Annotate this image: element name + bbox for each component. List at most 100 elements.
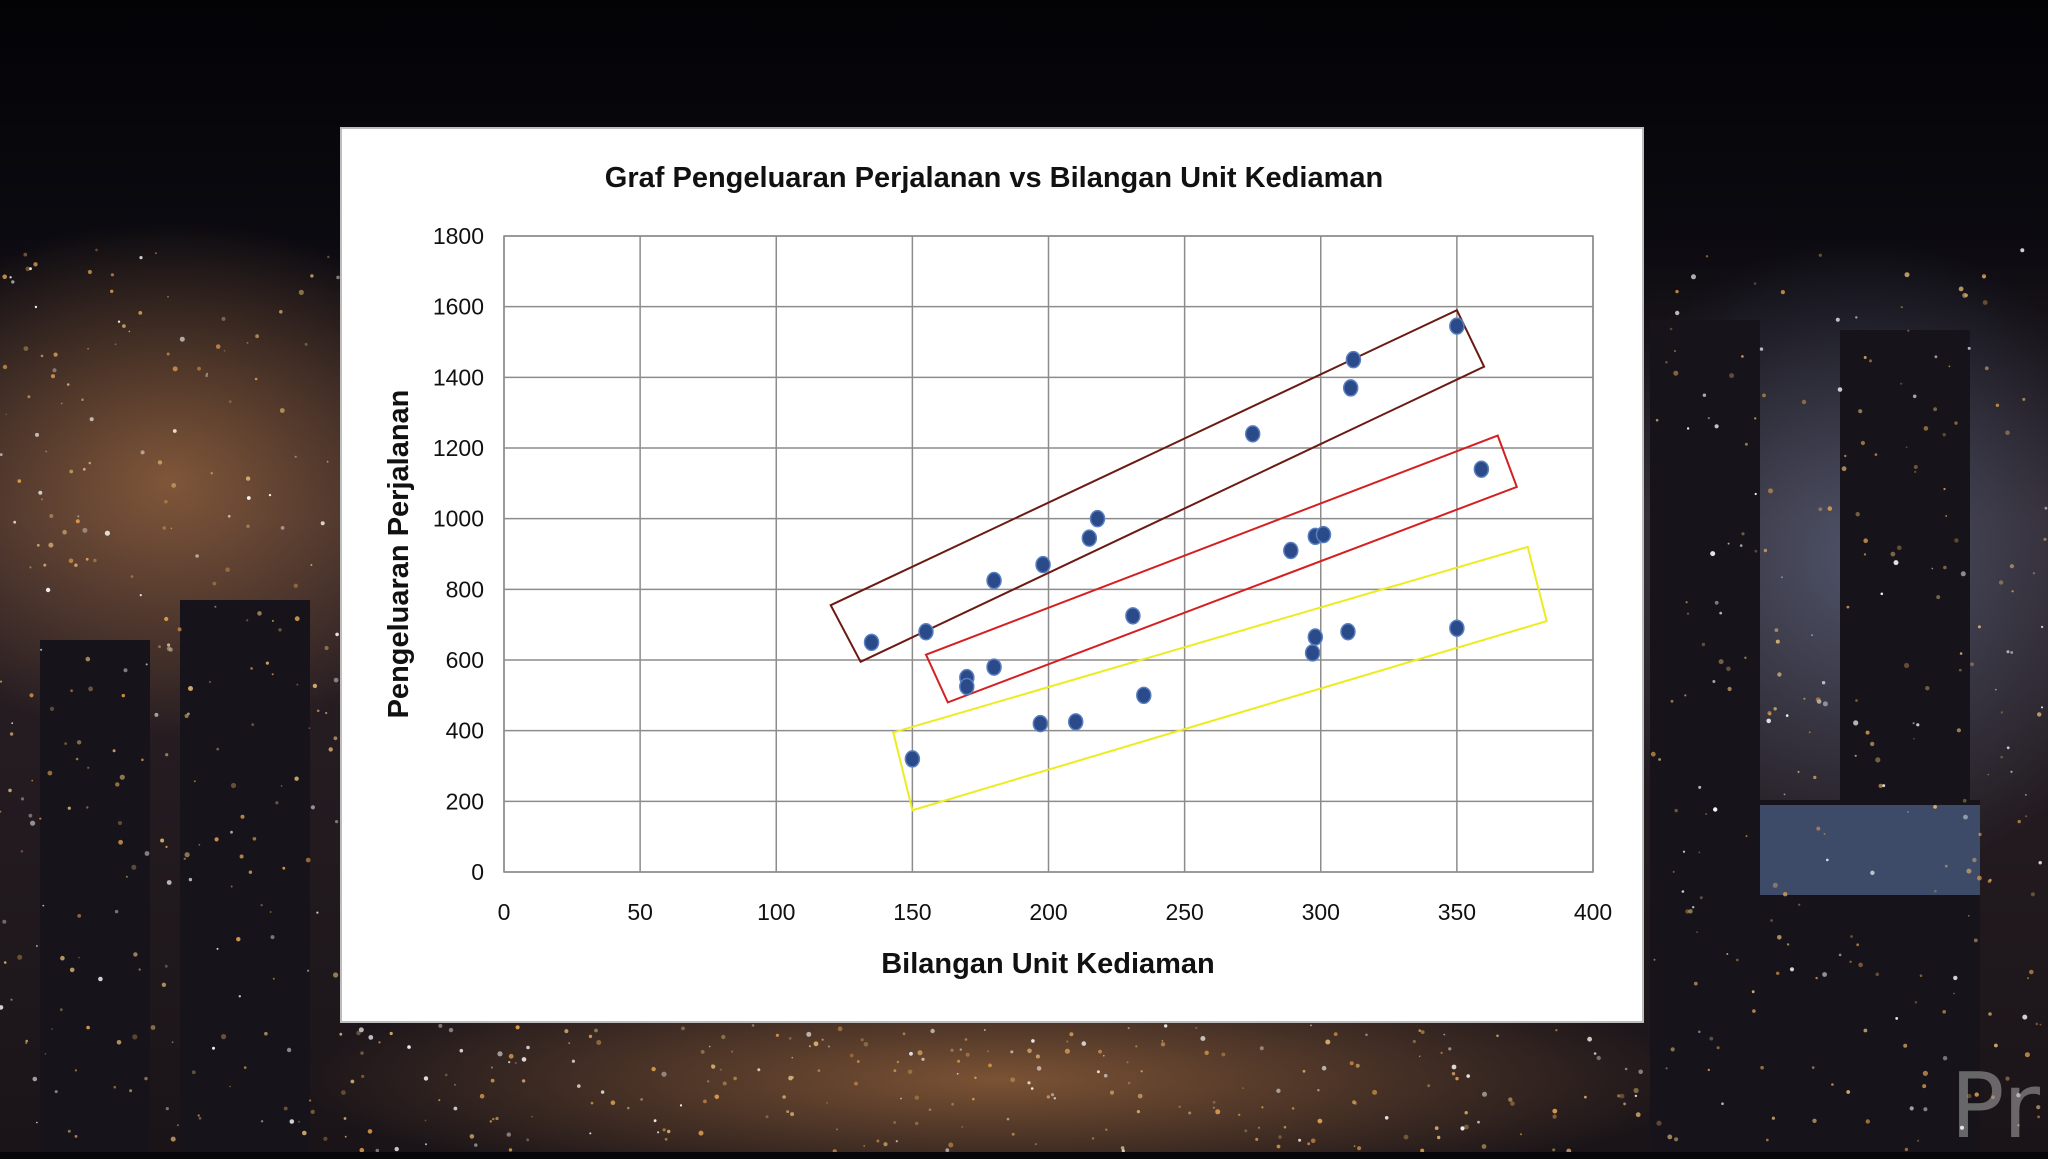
data-point bbox=[1244, 425, 1261, 443]
city-light bbox=[41, 498, 43, 501]
city-light bbox=[1705, 255, 1709, 258]
city-light bbox=[2040, 625, 2044, 629]
city-light bbox=[1768, 488, 1773, 494]
city-light bbox=[1127, 1027, 1130, 1030]
city-light bbox=[289, 1119, 295, 1124]
city-light bbox=[972, 1097, 975, 1101]
city-light bbox=[2016, 1093, 2021, 1098]
city-light bbox=[1006, 1117, 1010, 1121]
city-light bbox=[590, 1101, 594, 1105]
city-light bbox=[1721, 1102, 1724, 1105]
city-light bbox=[1960, 571, 1966, 577]
city-light bbox=[1352, 1100, 1356, 1105]
city-light bbox=[312, 683, 318, 689]
city-light bbox=[81, 398, 84, 402]
city-light bbox=[74, 563, 78, 567]
city-light bbox=[1103, 1073, 1108, 1078]
city-light bbox=[27, 395, 31, 399]
city-light bbox=[223, 349, 226, 352]
city-light bbox=[425, 1143, 427, 1146]
city-light bbox=[964, 1038, 968, 1041]
city-light bbox=[1763, 548, 1768, 553]
city-light bbox=[1713, 807, 1718, 812]
city-light bbox=[1821, 681, 1826, 685]
city-light bbox=[188, 686, 193, 691]
y-axis-title: Pengeluaran Perjalanan bbox=[383, 390, 415, 719]
city-light bbox=[1244, 1129, 1248, 1133]
city-light bbox=[294, 776, 299, 781]
city-light bbox=[188, 877, 193, 882]
city-light bbox=[75, 519, 80, 524]
city-light bbox=[1797, 770, 1800, 773]
city-light bbox=[1917, 1139, 1920, 1142]
city-light bbox=[1066, 1040, 1069, 1043]
plot-area bbox=[503, 235, 1594, 873]
city-light bbox=[279, 310, 283, 314]
city-light bbox=[2027, 977, 2029, 979]
city-light bbox=[1221, 1052, 1226, 1057]
city-light bbox=[1789, 967, 1795, 972]
city-light bbox=[88, 461, 92, 465]
city-light bbox=[1510, 1101, 1515, 1106]
city-light bbox=[1953, 975, 1958, 981]
city-light bbox=[2017, 819, 2021, 824]
city-light bbox=[278, 628, 282, 632]
city-light bbox=[1984, 366, 1989, 371]
city-light bbox=[1460, 1126, 1465, 1131]
city-light bbox=[158, 645, 161, 649]
city-light bbox=[23, 346, 29, 351]
city-light bbox=[157, 460, 163, 465]
city-light bbox=[1835, 317, 1840, 322]
city-light bbox=[2006, 746, 2010, 750]
city-light bbox=[514, 1062, 517, 1064]
city-light bbox=[310, 564, 313, 566]
city-light bbox=[1727, 686, 1732, 692]
city-light bbox=[883, 1142, 888, 1147]
city-light bbox=[344, 1135, 347, 1138]
city-light bbox=[1904, 662, 1910, 669]
city-light bbox=[0, 1005, 4, 1010]
city-light bbox=[205, 374, 209, 378]
city-light bbox=[294, 616, 300, 622]
city-light bbox=[1878, 783, 1883, 789]
city-light bbox=[10, 998, 13, 1001]
city-light bbox=[82, 467, 86, 471]
city-light bbox=[1811, 1066, 1815, 1069]
city-light bbox=[1596, 1055, 1601, 1061]
city-light bbox=[333, 677, 339, 683]
city-light bbox=[424, 1119, 427, 1122]
city-light bbox=[323, 1136, 328, 1141]
city-light bbox=[164, 616, 169, 622]
city-light bbox=[1365, 1033, 1368, 1037]
city-light bbox=[2, 364, 8, 370]
city-light bbox=[2011, 590, 2014, 593]
city-light bbox=[66, 383, 70, 386]
city-light bbox=[1813, 775, 1817, 780]
city-light bbox=[161, 982, 167, 987]
city-light bbox=[1418, 1055, 1421, 1058]
city-light bbox=[832, 1149, 837, 1152]
city-light bbox=[1161, 1040, 1164, 1042]
city-light bbox=[714, 1094, 720, 1100]
city-light bbox=[1948, 365, 1951, 368]
city-light bbox=[679, 1104, 683, 1107]
city-light bbox=[928, 1108, 932, 1111]
data-point bbox=[986, 571, 1002, 590]
data-point bbox=[1342, 379, 1359, 397]
city-light bbox=[239, 854, 244, 859]
city-light bbox=[1508, 1097, 1513, 1102]
city-light bbox=[297, 1120, 301, 1123]
city-light bbox=[1204, 1050, 1209, 1056]
city-light bbox=[930, 1028, 935, 1034]
city-light bbox=[214, 605, 217, 608]
city-light bbox=[1140, 1070, 1143, 1073]
city-light bbox=[479, 1093, 485, 1099]
city-light bbox=[1136, 1110, 1140, 1114]
city-light bbox=[280, 526, 285, 530]
city-light bbox=[1752, 1009, 1756, 1013]
city-light bbox=[2044, 506, 2048, 510]
city-light bbox=[837, 1026, 843, 1032]
city-light bbox=[1698, 785, 1702, 789]
city-light bbox=[1858, 962, 1863, 968]
city-light bbox=[965, 1052, 970, 1057]
